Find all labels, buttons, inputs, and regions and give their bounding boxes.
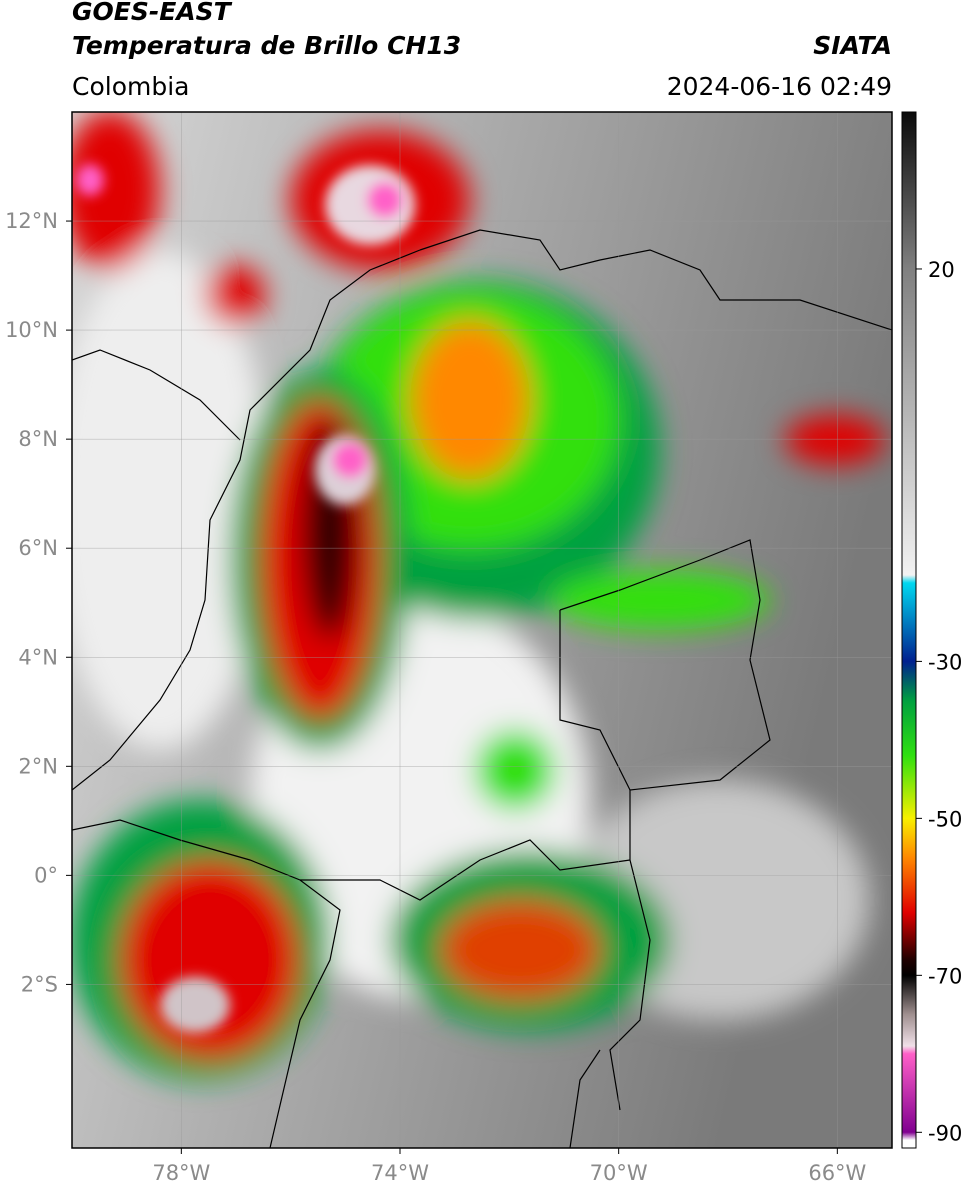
- subtitle: Temperatura de Brillo CH13: [72, 31, 461, 60]
- x-tick-label: 70°W: [590, 1161, 648, 1185]
- colorbar-tick-label: -90: [928, 1121, 962, 1145]
- colorbar: [901, 111, 917, 1149]
- y-tick-label: 6°N: [18, 536, 58, 560]
- x-tick-label: 74°W: [371, 1161, 429, 1185]
- colorbar-tick-label: -50: [928, 807, 962, 831]
- colorbar-tick-label: 20: [928, 258, 955, 282]
- source: SIATA: [813, 31, 892, 60]
- y-tick-label: 2°N: [18, 754, 58, 778]
- y-tick-label: 4°N: [18, 645, 58, 669]
- y-tick-label: 0°: [34, 863, 58, 887]
- y-tick-label: 12°N: [5, 209, 58, 233]
- map-frame: [71, 111, 893, 1149]
- borders: [72, 229, 892, 1148]
- colorbar-tick-label: -30: [928, 650, 962, 674]
- x-tick-label: 78°W: [152, 1161, 210, 1185]
- y-tick-label: 2°S: [21, 972, 58, 996]
- y-tick-label: 8°N: [18, 427, 58, 451]
- timestamp: 2024-06-16 02:49: [667, 72, 892, 101]
- region: Colombia: [72, 72, 189, 101]
- y-tick-label: 10°N: [5, 318, 58, 342]
- title: GOES-EAST: [72, 0, 233, 26]
- imagery: [72, 112, 892, 1148]
- x-tick-label: 66°W: [808, 1161, 866, 1185]
- colorbar-tick-label: -70: [928, 964, 962, 988]
